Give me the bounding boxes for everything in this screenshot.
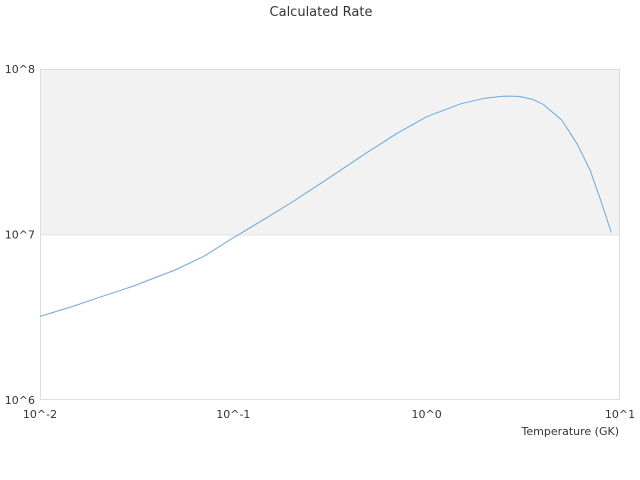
chart-title: Calculated Rate bbox=[270, 5, 373, 20]
x-tick-label: 10^-1 bbox=[216, 408, 250, 421]
y-tick-label: 10^6 bbox=[5, 394, 35, 407]
x-tick-label: 10^1 bbox=[605, 408, 635, 421]
upper-decade-band bbox=[40, 69, 620, 235]
y-tick-label: 10^8 bbox=[5, 63, 35, 76]
y-tick-label: 10^7 bbox=[5, 229, 35, 242]
x-axis-ticks: 10^-2 10^-1 10^0 10^1 bbox=[23, 408, 635, 421]
series-layer bbox=[39, 95, 612, 317]
x-tick-label: 10^0 bbox=[412, 408, 442, 421]
x-tick-label: 10^-2 bbox=[23, 408, 57, 421]
series-line bbox=[39, 95, 612, 317]
y-axis-ticks: 10^6 10^7 10^8 bbox=[5, 63, 35, 407]
x-axis-label: Temperature (GK) bbox=[521, 425, 620, 438]
